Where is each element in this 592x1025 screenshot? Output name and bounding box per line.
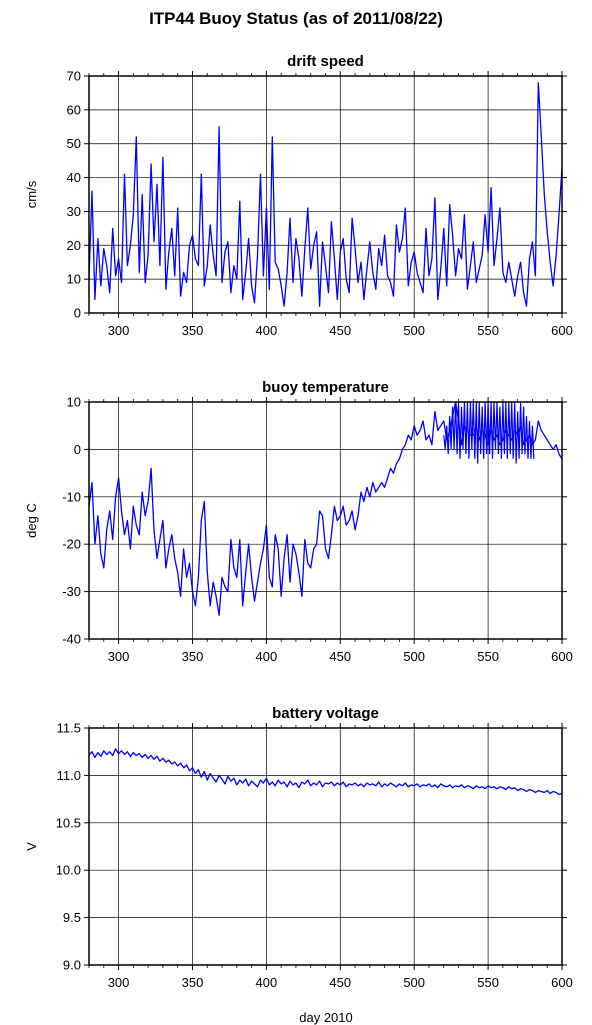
x-tick-label: 350 [182, 975, 204, 990]
y-tick-label: -30 [62, 584, 81, 599]
series-band-temp [443, 402, 535, 464]
y-axis-label-volt: V [24, 842, 39, 851]
y-tick-label: 20 [67, 238, 81, 253]
data-group-drift [89, 82, 562, 307]
y-tick-label: 0 [74, 306, 81, 321]
x-tick-label: 350 [182, 323, 204, 338]
x-tick-label: 300 [108, 649, 130, 664]
chart-title-volt: battery voltage [272, 705, 379, 722]
x-tick-label: 450 [329, 649, 351, 664]
y-axis-label-drift: cm/s [24, 180, 39, 208]
figure-title: ITP44 Buoy Status (as of 2011/08/22) [149, 9, 443, 28]
x-tick-label: 300 [108, 975, 130, 990]
y-tick-label: 10 [67, 395, 81, 410]
y-tick-label: 11.0 [57, 768, 81, 783]
x-tick-label: 500 [403, 323, 425, 338]
x-tick-label: 600 [551, 649, 573, 664]
x-tick-label: 300 [108, 323, 130, 338]
y-axis-label-temp: deg C [24, 503, 39, 538]
x-tick-label: 450 [329, 323, 351, 338]
series-line-temp [89, 402, 562, 616]
plot-frame-volt [88, 727, 563, 966]
y-tick-label: -20 [62, 537, 81, 552]
x-tick-label: 400 [256, 323, 278, 338]
y-tick-label: 10.0 [56, 863, 81, 878]
x-tick-label: 550 [477, 323, 499, 338]
chart-panel-drift: drift speed cm/s 300 350 400 450 500 550 600 0 10 2… [24, 53, 573, 338]
chart-title-temp: buoy temperature [262, 379, 389, 396]
x-tick-label: 550 [477, 975, 499, 990]
y-tick-label: 30 [67, 204, 81, 219]
plot-frame-temp [88, 401, 563, 640]
x-tick-label: 350 [182, 649, 204, 664]
y-tick-label: 9.0 [63, 958, 81, 973]
x-tick-label: 600 [551, 323, 573, 338]
x-tick-label: 400 [256, 649, 278, 664]
y-tick-label: 70 [67, 69, 81, 84]
chart-panel-temp: buoy temperature deg C 300 350 400 450 500 550 6… [24, 379, 573, 664]
y-tick-label: 10 [67, 272, 81, 287]
y-tick-label: 10.5 [56, 815, 81, 830]
x-tick-label: 450 [329, 975, 351, 990]
x-tick-label: 500 [403, 975, 425, 990]
y-tick-label: -10 [62, 489, 81, 504]
data-group-temp [89, 402, 562, 616]
y-tick-label: -40 [62, 632, 81, 647]
chart-panel-volt: battery voltage V 300 350 400 450 500 550 600 9.0… [24, 705, 573, 990]
y-tick-label: 11.5 [57, 721, 81, 736]
series-line-drift [89, 82, 562, 307]
y-tick-label: 9.5 [63, 910, 81, 925]
chart-title-drift: drift speed [287, 53, 364, 70]
y-tick-label: 50 [67, 136, 81, 151]
x-tick-label: 550 [477, 649, 499, 664]
y-tick-label: 40 [67, 170, 81, 185]
data-group-volt [89, 748, 562, 796]
x-tick-label: 400 [256, 975, 278, 990]
x-tick-label: 500 [403, 649, 425, 664]
series-line-volt [89, 748, 562, 796]
y-tick-label: 60 [67, 102, 81, 117]
x-tick-label: 600 [551, 975, 573, 990]
x-axis-label: day 2010 [299, 1010, 353, 1025]
y-tick-label: 0 [74, 442, 81, 457]
